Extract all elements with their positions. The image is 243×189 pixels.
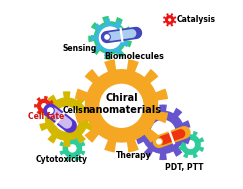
Polygon shape — [158, 129, 185, 145]
Circle shape — [99, 26, 122, 49]
Polygon shape — [54, 111, 66, 126]
Polygon shape — [107, 29, 136, 41]
Text: Cells: Cells — [63, 106, 84, 115]
Text: Sensing: Sensing — [63, 44, 97, 53]
Polygon shape — [119, 28, 124, 42]
Polygon shape — [163, 13, 176, 26]
Circle shape — [99, 84, 144, 128]
Text: PDT, PTT: PDT, PTT — [165, 163, 203, 172]
Polygon shape — [153, 126, 191, 148]
Circle shape — [40, 102, 48, 110]
Text: Catalysis: Catalysis — [176, 15, 215, 24]
Polygon shape — [136, 105, 191, 160]
Polygon shape — [91, 19, 129, 57]
Circle shape — [54, 106, 79, 132]
Polygon shape — [168, 129, 175, 145]
Circle shape — [185, 139, 196, 150]
Circle shape — [150, 120, 176, 145]
Circle shape — [46, 107, 54, 115]
Polygon shape — [101, 27, 142, 43]
Circle shape — [156, 138, 163, 145]
Polygon shape — [177, 131, 204, 158]
Polygon shape — [39, 91, 94, 147]
Text: Chiral
nanomaterials: Chiral nanomaterials — [82, 93, 161, 115]
Circle shape — [167, 17, 172, 22]
Polygon shape — [48, 108, 72, 129]
Polygon shape — [75, 59, 168, 153]
Circle shape — [104, 34, 110, 40]
Text: Cytotoxicity: Cytotoxicity — [36, 155, 88, 164]
Text: Biomolecules: Biomolecules — [104, 52, 164, 61]
Polygon shape — [88, 16, 132, 60]
Polygon shape — [59, 135, 85, 161]
Polygon shape — [34, 96, 54, 116]
Text: Cell fate: Cell fate — [28, 112, 64, 121]
Text: Therapy: Therapy — [116, 151, 152, 160]
Circle shape — [67, 143, 78, 153]
Polygon shape — [43, 103, 77, 133]
